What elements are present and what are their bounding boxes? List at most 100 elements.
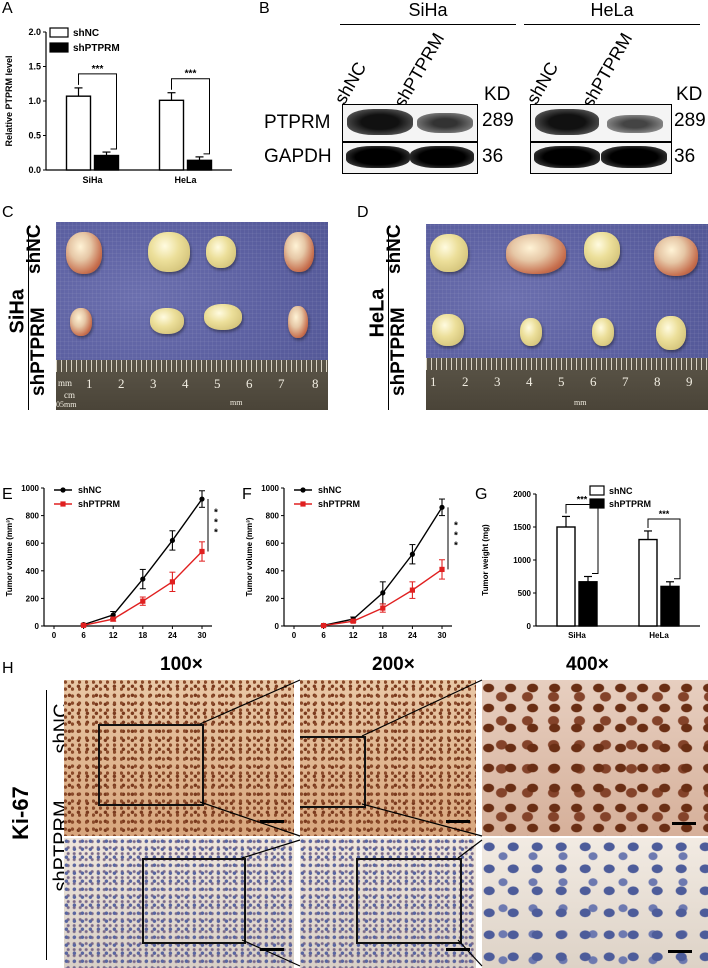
- y-tick-label: 1000: [513, 556, 531, 565]
- significance-label: ***: [577, 494, 588, 504]
- legend-swatch: [49, 42, 69, 53]
- legend-label: shPTPRM: [73, 43, 120, 54]
- y-tick-label: 1000: [21, 484, 39, 493]
- y-tick-label: 400: [26, 567, 40, 576]
- y-tick-label: 0.0: [28, 165, 41, 175]
- ihc-shptprm-100x: [64, 838, 294, 968]
- panel-label-d: D: [357, 204, 369, 221]
- tumor: [70, 308, 92, 336]
- blot-cellline-hela: HeLa: [590, 0, 634, 20]
- blot-line-siha: [340, 24, 516, 25]
- panel-label-g: G: [475, 486, 488, 503]
- y-tick-label: 600: [26, 539, 40, 548]
- data-point: [199, 496, 205, 502]
- western-blot-panel: SiHa HeLa shNC shPTPRM shNC shPTPRM KD K…: [262, 0, 708, 200]
- ruler-number: 1: [430, 374, 437, 389]
- lane-label-hela-shptprm: shPTPRM: [577, 29, 637, 111]
- band: [346, 146, 410, 168]
- panel-label-f: F: [242, 486, 252, 503]
- panel-label-c: C: [2, 204, 14, 221]
- data-point: [380, 605, 386, 611]
- stain-label-ki67: Ki-67: [8, 786, 33, 840]
- x-tick-label: 30: [198, 631, 207, 640]
- panel-label-a: A: [2, 0, 13, 17]
- x-tick-label: 6: [81, 631, 86, 640]
- legend-marker: [60, 501, 66, 507]
- ihc-shptprm-400x: [482, 838, 708, 968]
- panel-label-b: B: [259, 0, 270, 17]
- blot-hela-gapdh: [530, 142, 672, 174]
- legend-label: shPTPRM: [78, 499, 120, 509]
- band: [534, 146, 600, 168]
- chart-e: 0 200 400 600 800 1000 0 6 12 18 24 30 Tumor volume …: [5, 484, 218, 640]
- tumor: [150, 308, 184, 334]
- protein-label-ptprm: PTPRM: [264, 112, 331, 133]
- legend-label: shPTPRM: [318, 499, 360, 509]
- tumor: [284, 232, 314, 272]
- zoom-box: [356, 858, 462, 944]
- ruler-number: 2: [462, 374, 469, 389]
- ruler-mark: 05mm: [56, 400, 77, 409]
- chart-a: 0.0 0.5 1.0 1.5 2.0 Relative PTPRM level SiHa *…: [4, 27, 232, 185]
- ruler-hela: mm 1 2 3 4 5 6 7 8 9: [426, 358, 708, 410]
- y-axis-label: Tumor weight (mg): [481, 524, 490, 596]
- ruler-mark: mm: [58, 378, 73, 388]
- data-point: [350, 618, 356, 624]
- ruler-number: 8: [312, 376, 319, 391]
- mag-label-100: 100×: [160, 654, 203, 675]
- ihc-shnc-100x: [64, 680, 294, 836]
- ihc-shnc-400x: [482, 680, 708, 836]
- lane-label-siha-shnc: shNC: [330, 58, 371, 108]
- data-point: [380, 590, 386, 596]
- ruler-number: 4: [182, 376, 189, 391]
- y-tick-label: 2000: [513, 490, 531, 499]
- legend-marker: [300, 487, 306, 493]
- y-tick-label: 2.0: [28, 27, 41, 37]
- tumor: [288, 306, 308, 338]
- bar: [65, 95, 92, 171]
- lane-label-siha-shptprm: shPTPRM: [389, 29, 449, 111]
- tumor: [432, 314, 464, 346]
- band: [535, 109, 599, 135]
- ruler-number: 5: [558, 374, 565, 389]
- ruler-mark: mm: [574, 398, 587, 407]
- blot-line-hela: [524, 24, 700, 25]
- ruler-mark: mm: [230, 398, 243, 407]
- significance-label: ***: [185, 69, 197, 80]
- significance-label: ***: [659, 509, 670, 519]
- y-tick-label: 400: [266, 567, 280, 576]
- tumor-photo-siha: mm cm 05mm mm 1 2 3 4 5 6 7 8: [56, 222, 328, 410]
- lane-label-hela-shnc: shNC: [522, 58, 563, 108]
- x-tick-label: 12: [109, 631, 118, 640]
- ruler-number: 9: [686, 374, 693, 389]
- x-tick-label: 0: [292, 631, 297, 640]
- bar: [638, 538, 658, 627]
- size-label-36-hela: 36: [674, 146, 696, 167]
- x-tick-label: HeLa: [649, 631, 669, 640]
- kd-label-siha: KD: [484, 84, 511, 105]
- data-point: [140, 576, 146, 582]
- data-point: [110, 612, 116, 618]
- x-tick-label: 6: [321, 631, 326, 640]
- ruler-number: 3: [150, 376, 157, 391]
- data-point: [140, 598, 146, 604]
- chart-g: 0 500 1000 1500 2000 Tumor weight (mg) SiHa ***…: [481, 485, 700, 640]
- tumor: [584, 232, 620, 268]
- panel-label-h: H: [2, 660, 14, 677]
- size-label-36-siha: 36: [482, 146, 504, 167]
- y-tick-label: 0: [527, 622, 532, 631]
- panel-c-divider: [28, 226, 29, 410]
- band: [601, 146, 667, 168]
- y-tick-label: 0: [35, 622, 40, 631]
- ruler-mark: cm: [64, 390, 75, 400]
- tumor: [204, 304, 242, 330]
- ruler-number: 5: [214, 376, 221, 391]
- significance-label: *: [454, 540, 458, 551]
- scale-bar: [446, 820, 470, 823]
- size-label-289-siha: 289: [482, 110, 514, 131]
- x-tick-label: 18: [378, 631, 387, 640]
- legend-label: shNC: [73, 28, 99, 39]
- significance-bracket: [647, 518, 681, 580]
- legend-swatch: [589, 498, 605, 509]
- scale-bar: [446, 948, 470, 951]
